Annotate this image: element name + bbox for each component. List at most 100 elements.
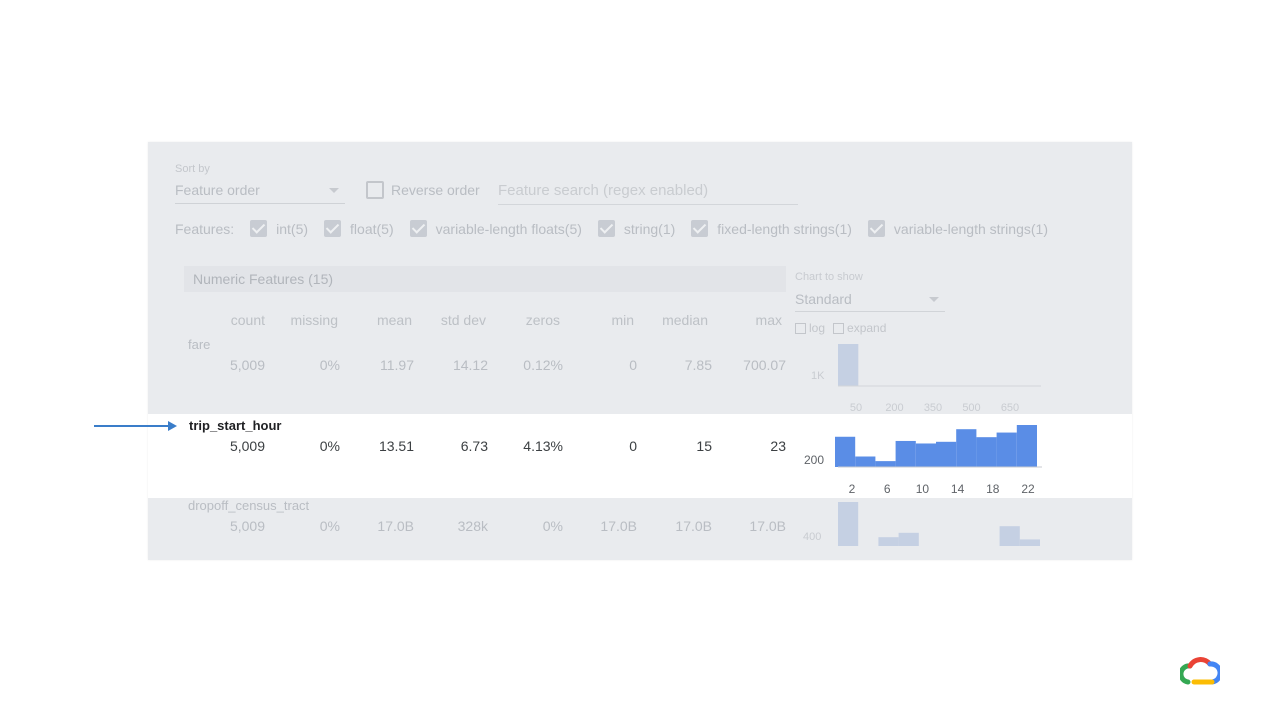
column-missing[interactable]: missing (290, 312, 338, 328)
google-cloud-logo (1180, 657, 1220, 685)
table-cell: 6.73 (460, 438, 488, 454)
table-cell: 17.0B (377, 518, 414, 534)
chevron-down-icon (329, 188, 339, 193)
filter-float[interactable]: float(5) (324, 220, 394, 237)
fare-bars (838, 344, 859, 386)
histogram-bar (999, 526, 1020, 546)
column-zeros[interactable]: zeros (525, 312, 560, 328)
checkbox-checked-icon[interactable] (250, 220, 268, 237)
histogram-bar (875, 461, 896, 467)
trip-x-ticks: 2 6 10 14 18 22 (849, 482, 1035, 496)
fare-x-ticks: 50 200 350 500 650 (850, 402, 1019, 414)
x-tick-label: 10 (916, 482, 930, 496)
histogram-bar (996, 432, 1017, 467)
filter-label: string(1) (623, 220, 676, 237)
dropoff-bars (838, 502, 1040, 546)
checkbox-checked-icon[interactable] (409, 220, 427, 237)
chart-to-show-value: Standard (795, 291, 852, 307)
table-cell: 328k (457, 518, 488, 534)
table-cell: 0% (542, 518, 563, 534)
pointer-arrow-line (94, 425, 170, 427)
x-tick-label: 14 (951, 482, 965, 496)
dropoff-histogram: 400 (803, 502, 1040, 546)
x-tick-label: 22 (1021, 482, 1035, 496)
column-min[interactable]: min (611, 312, 634, 328)
histogram-bar (976, 437, 997, 467)
filter-variable-length-strings[interactable]: variable-length strings(1) (867, 220, 1048, 237)
filter-fixed-length-strings[interactable]: fixed-length strings(1) (691, 220, 852, 237)
histogram-bar (878, 537, 899, 546)
filter-string[interactable]: string(1) (597, 220, 676, 237)
table-cell: 17.0B (749, 518, 786, 534)
numeric-features-header[interactable]: Numeric Features (15) (184, 266, 786, 292)
x-tick-label: 200 (885, 402, 903, 414)
filter-label: variable-length strings(1) (893, 220, 1048, 237)
checkbox-checked-icon[interactable] (867, 220, 885, 237)
x-tick-label: 18 (986, 482, 1000, 496)
y-tick-label: 1K (811, 370, 825, 382)
table-cell: 5,009 (229, 518, 265, 534)
histogram-bar (835, 436, 856, 467)
table-cell: 17.0B (675, 518, 712, 534)
checkbox-checked-icon[interactable] (597, 220, 615, 237)
y-tick-label: 400 (803, 531, 821, 543)
histogram-bar (1016, 425, 1037, 467)
x-tick-label: 6 (884, 482, 891, 496)
table-cell: 17.0B (600, 518, 637, 534)
features-label: Features: (175, 220, 235, 237)
column-std-dev[interactable]: std dev (440, 312, 486, 328)
feature-name-fare: fare (188, 337, 211, 352)
y-tick-label: 200 (804, 453, 824, 467)
table-cell: 0% (319, 518, 340, 534)
trip-bars (835, 425, 1037, 467)
x-tick-label: 50 (850, 402, 862, 414)
table-cell: 0 (629, 357, 637, 373)
table-cell: 13.51 (378, 438, 414, 454)
filter-variable-length-floats[interactable]: variable-length floats(5) (409, 220, 582, 237)
column-median[interactable]: median (662, 312, 708, 328)
table-cell: 0% (319, 357, 340, 373)
feature-name-dropoff-census-tract: dropoff_census_tract (188, 498, 310, 513)
reverse-order-checkbox[interactable] (366, 181, 384, 199)
fare-histogram: 1K 50 200 350 500 650 (811, 344, 1041, 414)
checkbox-checked-icon[interactable] (691, 220, 709, 237)
sort-by-value: Feature order (175, 182, 260, 198)
table-cell: 15 (696, 438, 712, 454)
histogram-bar (898, 532, 919, 546)
right-arrow-icon (168, 421, 177, 431)
x-tick-label: 500 (962, 402, 980, 414)
filter-label: float(5) (350, 220, 394, 237)
histogram-bar (956, 429, 977, 467)
table-cell: 700.07 (743, 357, 786, 373)
table-cell: 0.12% (523, 357, 563, 373)
table-cell: 11.97 (380, 357, 414, 373)
table-cell: 5,009 (229, 357, 265, 373)
x-tick-label: 350 (924, 402, 942, 414)
log-label: log (809, 321, 826, 335)
histogram-bar (895, 440, 916, 467)
column-max[interactable]: max (755, 312, 782, 328)
filter-int[interactable]: int(5) (250, 220, 308, 237)
x-tick-label: 650 (1001, 402, 1019, 414)
sort-by-label: Sort by (175, 163, 210, 175)
log-checkbox[interactable] (795, 322, 806, 334)
feature-name-trip-start-hour: trip_start_hour (189, 418, 282, 433)
chart-to-show-label: Chart to show (795, 271, 863, 283)
table-cell: 0% (319, 438, 340, 454)
filter-label: variable-length floats(5) (435, 220, 582, 237)
reverse-order-label: Reverse order (391, 182, 480, 198)
x-tick-label: 2 (849, 482, 856, 496)
column-count[interactable]: count (230, 312, 265, 328)
checkbox-checked-icon[interactable] (324, 220, 342, 237)
chart-to-show-select[interactable]: Standard (795, 291, 945, 312)
sort-by-select[interactable]: Feature order (175, 182, 345, 204)
features-filter-row: Features: int(5) float(5) variable-lengt… (175, 220, 1064, 237)
table-cell: 4.13% (523, 438, 563, 454)
highlighted-feature-row[interactable]: trip_start_hour 5,009 0% 13.51 6.73 4.13… (148, 414, 1132, 498)
histogram-bar (936, 441, 957, 467)
column-mean[interactable]: mean (376, 312, 412, 328)
table-cell: 5,009 (229, 438, 265, 454)
expand-checkbox[interactable] (833, 322, 845, 334)
feature-search-input[interactable]: Feature search (regex enabled) (498, 182, 798, 205)
table-cell: 23 (770, 438, 786, 454)
